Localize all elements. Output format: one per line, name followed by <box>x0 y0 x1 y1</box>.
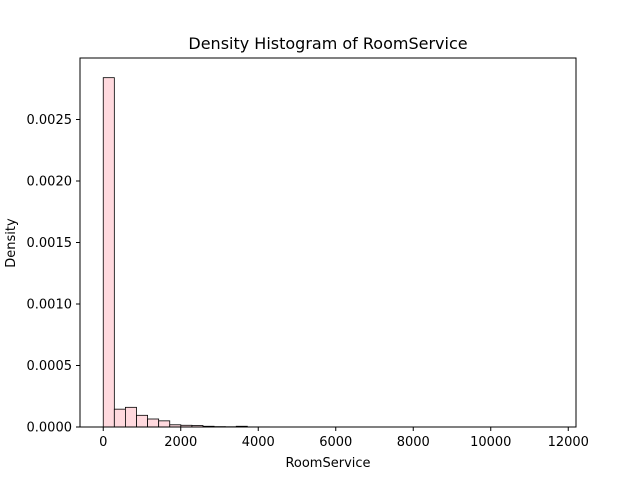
y-tick-label: 0.0000 <box>27 421 73 436</box>
y-tick-label: 0.0025 <box>27 113 73 128</box>
x-tick-label: 10000 <box>470 435 511 450</box>
y-axis-ticks: 0.0000 0.0005 0.0010 0.0015 0.0020 0.0025 <box>27 113 80 436</box>
x-axis-title: RoomService <box>285 456 370 471</box>
x-tick-label: 6000 <box>319 435 352 450</box>
histogram-bar-5 <box>158 420 171 428</box>
histogram-bar-2 <box>125 406 137 428</box>
histogram-bar-3 <box>136 414 148 428</box>
x-tick-label: 0 <box>99 435 107 450</box>
y-axis-title: Density <box>4 218 19 268</box>
histogram-bar-0 <box>102 77 115 428</box>
plot-area-frame <box>79 57 577 428</box>
y-tick-label: 0.0010 <box>27 298 73 313</box>
x-tick-label: 4000 <box>242 435 275 450</box>
x-axis-ticks: 0 2000 4000 6000 8000 10000 12000 <box>99 427 589 450</box>
y-tick-label: 0.0005 <box>27 359 73 374</box>
y-tick-label: 0.0015 <box>27 236 73 251</box>
y-tick-label: 0.0020 <box>27 175 73 190</box>
chart-title: Density Histogram of RoomService <box>188 34 467 53</box>
histogram-bar-1 <box>113 408 126 428</box>
x-tick-label: 8000 <box>397 435 430 450</box>
histogram-bar-4 <box>147 418 160 428</box>
x-tick-label: 12000 <box>548 435 589 450</box>
x-tick-label: 2000 <box>164 435 197 450</box>
